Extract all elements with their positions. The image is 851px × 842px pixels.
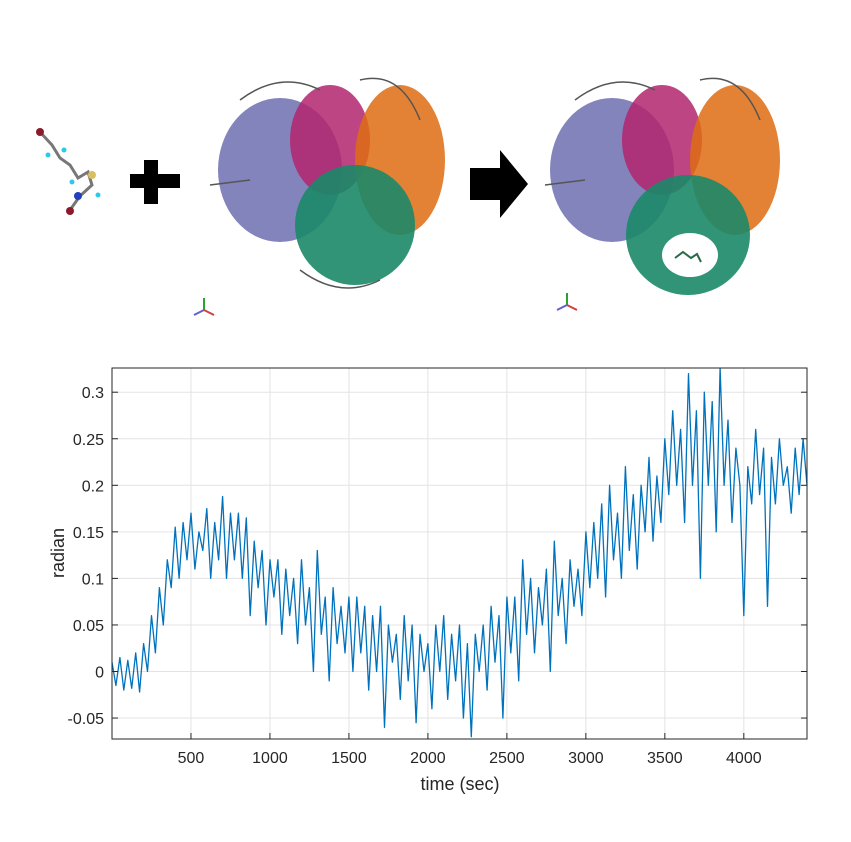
y-tick-label: 0 [95,665,104,682]
molecular-illustration [36,77,780,316]
y-tick-label: -0.05 [68,711,105,728]
x-tick-label: 2500 [489,750,525,767]
y-tick-label: 0.25 [73,432,104,449]
grid [112,368,807,739]
series-line [111,367,808,738]
x-tick-label: 1500 [331,750,367,767]
arrow-right-icon [470,150,528,218]
ligand-molecule [36,128,101,215]
plus-icon [130,160,180,204]
x-tick-label: 4000 [726,750,762,767]
axes-triad-icon [556,293,578,311]
protein-ligand-complex [544,77,780,295]
x-tick-label: 2000 [410,750,446,767]
x-axis: 500 1000 1500 2000 2500 3000 3500 4000 [178,733,762,767]
x-axis-label: time (sec) [420,774,499,794]
y-axis-label: radian [48,528,68,578]
x-tick-label: 1000 [252,750,288,767]
y-tick-label: 0.05 [73,618,104,635]
y-tick-label: 0.2 [82,478,104,495]
y-tick-label: 0.1 [82,571,104,588]
x-tick-label: 3000 [568,750,604,767]
protein-structure [209,77,445,289]
y-tick-label: 0.15 [73,525,104,542]
y-tick-label: 0.3 [82,385,104,402]
x-tick-label: 3500 [647,750,683,767]
plot-frame [111,367,808,740]
axes-triad-icon [193,298,215,316]
y-axis: -0.05 0 0.05 0.1 0.15 0.2 0.25 0.3 [68,385,807,728]
x-tick-label: 500 [178,750,205,767]
